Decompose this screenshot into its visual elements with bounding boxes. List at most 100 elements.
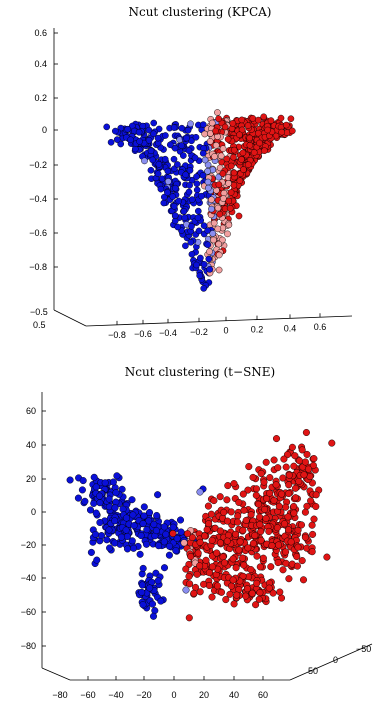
z-tick-label: 20 xyxy=(26,474,36,484)
data-point xyxy=(307,497,315,505)
data-point xyxy=(160,564,169,572)
data-point xyxy=(215,173,222,181)
data-point xyxy=(264,126,271,134)
data-point xyxy=(136,138,143,145)
data-point xyxy=(239,554,247,562)
data-point xyxy=(242,592,250,600)
data-point xyxy=(78,486,86,494)
data-point xyxy=(118,485,126,493)
data-point xyxy=(138,581,146,589)
data-point xyxy=(217,152,225,160)
data-point xyxy=(145,517,153,525)
data-point xyxy=(229,576,237,584)
data-point xyxy=(301,508,309,516)
data-point xyxy=(202,556,210,564)
data-point xyxy=(287,538,295,546)
data-point xyxy=(219,145,227,153)
data-point xyxy=(185,188,193,196)
data-point xyxy=(201,532,209,540)
data-point xyxy=(74,494,82,502)
data-point xyxy=(288,127,296,135)
data-point xyxy=(154,134,162,142)
data-point xyxy=(204,178,212,186)
data-point xyxy=(257,536,265,544)
data-point xyxy=(187,120,194,128)
data-point xyxy=(147,147,155,155)
data-point xyxy=(282,463,290,471)
data-point xyxy=(130,522,138,530)
z-tick-label: −0.2 xyxy=(29,160,47,170)
data-point xyxy=(200,580,208,588)
data-point xyxy=(105,526,113,534)
data-point xyxy=(96,518,104,527)
data-point xyxy=(310,515,318,523)
data-point xyxy=(235,498,243,506)
data-point xyxy=(244,486,252,494)
data-point xyxy=(206,130,214,137)
x-tick-label: 0.6 xyxy=(314,322,327,332)
data-point xyxy=(294,543,302,551)
data-point xyxy=(199,172,207,179)
x-tick-label: 0 xyxy=(223,326,228,336)
data-point xyxy=(309,461,317,469)
data-point xyxy=(239,149,247,157)
data-point xyxy=(160,538,168,546)
data-point xyxy=(287,115,295,123)
data-point xyxy=(192,133,200,141)
data-point xyxy=(182,171,189,179)
data-point xyxy=(278,490,286,498)
y-tick-label: −0.5 xyxy=(30,307,48,317)
data-point xyxy=(186,167,194,174)
data-point xyxy=(227,189,235,196)
data-point xyxy=(164,189,171,196)
data-point xyxy=(261,505,269,513)
data-point xyxy=(139,122,147,130)
data-point xyxy=(171,184,179,192)
data-point xyxy=(117,533,126,541)
data-point xyxy=(243,585,251,593)
data-point xyxy=(200,260,208,268)
data-point xyxy=(151,607,159,615)
data-point xyxy=(260,478,268,486)
data-point xyxy=(193,180,201,188)
z-tick-label: 0.6 xyxy=(34,28,47,38)
data-point xyxy=(177,528,185,536)
data-point xyxy=(127,136,134,144)
data-point xyxy=(173,534,181,542)
data-point xyxy=(224,230,231,238)
data-point xyxy=(205,255,213,263)
data-point xyxy=(236,538,244,546)
data-point xyxy=(291,484,300,492)
chart-title: Ncut clustering (t−SNE) xyxy=(125,365,275,379)
data-point xyxy=(310,455,318,463)
data-point xyxy=(204,241,212,249)
data-point xyxy=(124,125,132,133)
data-point xyxy=(210,219,218,227)
data-point xyxy=(210,236,217,244)
data-point xyxy=(267,117,275,124)
data-point xyxy=(282,548,290,556)
data-point xyxy=(198,192,205,200)
data-point xyxy=(221,123,229,131)
data-point xyxy=(185,614,193,622)
data-point xyxy=(111,504,119,512)
data-point xyxy=(276,588,284,596)
data-point xyxy=(249,539,257,547)
data-point xyxy=(297,521,306,529)
x-tick-label: −80 xyxy=(52,690,67,700)
data-point xyxy=(303,502,311,510)
data-point xyxy=(208,119,216,127)
data-point xyxy=(301,458,309,466)
data-point xyxy=(216,527,224,535)
data-point xyxy=(203,526,211,534)
data-point xyxy=(215,240,223,248)
data-point xyxy=(169,529,177,538)
y-axis xyxy=(53,309,87,327)
data-point xyxy=(236,177,244,185)
data-point xyxy=(186,181,193,189)
data-point xyxy=(230,146,238,154)
data-point xyxy=(165,542,174,550)
data-point xyxy=(233,591,241,599)
data-point xyxy=(117,140,125,148)
